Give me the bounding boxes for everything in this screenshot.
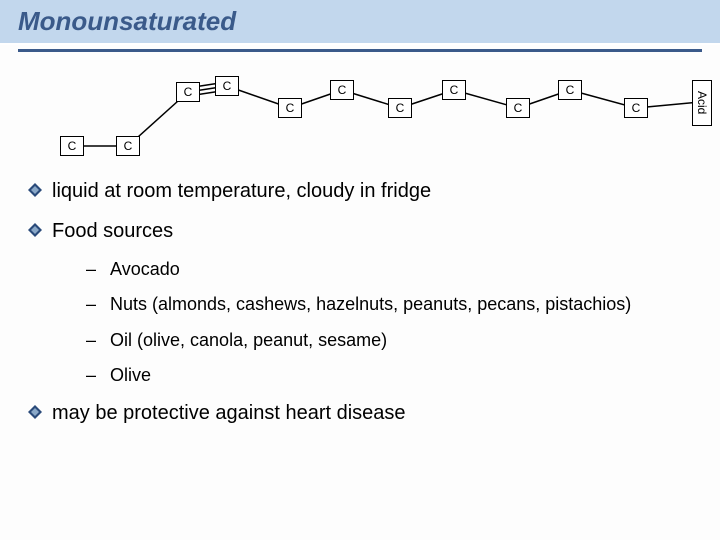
sub-text: Nuts (almonds, cashews, hazelnuts, peanu… (110, 293, 631, 316)
diamond-bullet-icon (28, 223, 42, 237)
carbon-atom: C (60, 136, 84, 156)
carbon-atom: C (278, 98, 302, 118)
carbon-atom: C (176, 82, 200, 102)
sub-item: –Nuts (almonds, cashews, hazelnuts, pean… (86, 293, 692, 316)
bullet-text: may be protective against heart disease (52, 400, 406, 426)
content-area: liquid at room temperature, cloudy in fr… (0, 172, 720, 426)
page-title: Monounsaturated (18, 6, 702, 37)
molecule-diagram: Acid CCCCCCCCCCC (0, 52, 720, 172)
acid-box: Acid (692, 80, 712, 126)
sub-list: –Avocado–Nuts (almonds, cashews, hazelnu… (86, 258, 692, 388)
sub-item: –Avocado (86, 258, 692, 281)
carbon-atom: C (116, 136, 140, 156)
bullet-item: Food sources (28, 218, 692, 244)
sub-text: Avocado (110, 258, 180, 281)
bullet-text: Food sources (52, 218, 173, 244)
bullet-text: liquid at room temperature, cloudy in fr… (52, 178, 431, 204)
bond-lines (0, 52, 720, 172)
carbon-atom: C (624, 98, 648, 118)
sub-item: –Oil (olive, canola, peanut, sesame) (86, 329, 692, 352)
carbon-atom: C (442, 80, 466, 100)
carbon-atom: C (558, 80, 582, 100)
dash-icon: – (86, 364, 96, 387)
diamond-bullet-icon (28, 405, 42, 419)
title-bar: Monounsaturated (0, 0, 720, 45)
sub-text: Oil (olive, canola, peanut, sesame) (110, 329, 387, 352)
carbon-atom: C (506, 98, 530, 118)
bullet-item: may be protective against heart disease (28, 400, 692, 426)
carbon-atom: C (215, 76, 239, 96)
dash-icon: – (86, 293, 96, 316)
carbon-atom: C (388, 98, 412, 118)
sub-item: –Olive (86, 364, 692, 387)
dash-icon: – (86, 329, 96, 352)
diamond-bullet-icon (28, 183, 42, 197)
dash-icon: – (86, 258, 96, 281)
bullet-item: liquid at room temperature, cloudy in fr… (28, 178, 692, 204)
sub-text: Olive (110, 364, 151, 387)
carbon-atom: C (330, 80, 354, 100)
